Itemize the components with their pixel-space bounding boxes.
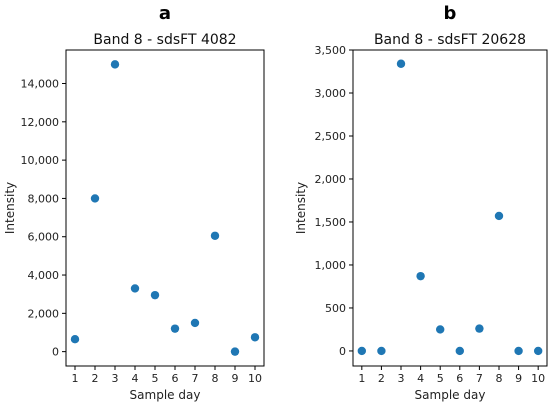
y-tick-label: 14,000: [21, 78, 60, 91]
y-tick-label: 2,500: [315, 130, 347, 143]
y-tick-label: 4,000: [28, 269, 60, 282]
data-point: [357, 346, 367, 356]
x-tick-label: 6: [456, 372, 463, 385]
data-point: [416, 271, 425, 281]
y-tick-label: 0: [52, 346, 59, 359]
data-point: [396, 59, 406, 68]
y-tick-label: 2,000: [28, 307, 60, 320]
y-tick-label: 0: [339, 345, 346, 358]
y-tick-label: 1,500: [315, 216, 347, 229]
x-tick-label: 10: [248, 372, 262, 385]
x-tick-label: 8: [212, 372, 219, 385]
x-tick-label: 9: [515, 372, 522, 385]
y-tick-label: 2,000: [315, 173, 347, 186]
data-point: [475, 324, 484, 333]
y-tick-label: 10,000: [21, 154, 60, 167]
x-tick-label: 2: [92, 372, 99, 385]
x-tick-label: 1: [358, 372, 365, 385]
data-point: [90, 194, 100, 203]
data-point: [110, 60, 120, 69]
x-tick-label: 6: [172, 372, 179, 385]
y-tick-label: 8,000: [28, 192, 60, 205]
y-tick-label: 3,500: [315, 44, 347, 57]
x-tick-label: 4: [132, 372, 139, 385]
data-point: [494, 211, 504, 221]
data-point: [455, 346, 464, 356]
plot-frame: [65, 49, 265, 367]
y-tick-label: 6,000: [28, 231, 60, 244]
y-tick-label: 12,000: [21, 116, 60, 129]
x-tick-label: 7: [192, 372, 199, 385]
x-tick-label: 10: [531, 372, 545, 385]
y-axis-label: Intensity: [3, 182, 17, 234]
x-tick-label: 3: [112, 372, 119, 385]
panel-label-b: b: [444, 3, 457, 24]
panel-label-a: a: [159, 3, 171, 24]
x-axis-label: Sample day: [130, 388, 201, 402]
y-axis-label: Intensity: [294, 182, 308, 234]
data-point: [190, 318, 200, 328]
y-tick-label: 3,000: [315, 87, 347, 100]
x-tick-label: 9: [232, 372, 239, 385]
y-tick-label: 1,000: [315, 259, 347, 272]
data-point: [150, 290, 160, 300]
data-point: [130, 284, 140, 293]
x-tick-label: 8: [495, 372, 502, 385]
x-tick-label: 2: [378, 372, 385, 385]
x-axis-label: Sample day: [415, 388, 486, 402]
data-point: [377, 346, 386, 356]
plot-frame: [352, 49, 548, 367]
x-tick-label: 5: [152, 372, 159, 385]
data-point: [210, 231, 220, 240]
data-point: [250, 333, 260, 342]
data-point: [230, 347, 240, 356]
chart-title: Band 8 - sdsFT 20628: [374, 32, 526, 48]
x-tick-label: 3: [398, 372, 405, 385]
x-tick-label: 4: [417, 372, 424, 385]
x-tick-label: 1: [72, 372, 79, 385]
chart-title: Band 8 - sdsFT 4082: [93, 32, 236, 48]
y-tick-label: 500: [325, 302, 346, 315]
data-point: [533, 346, 543, 356]
x-tick-label: 5: [437, 372, 444, 385]
data-point: [436, 325, 445, 334]
data-point: [514, 346, 523, 356]
data-point: [70, 334, 80, 344]
data-point: [170, 324, 180, 333]
x-tick-label: 7: [476, 372, 483, 385]
